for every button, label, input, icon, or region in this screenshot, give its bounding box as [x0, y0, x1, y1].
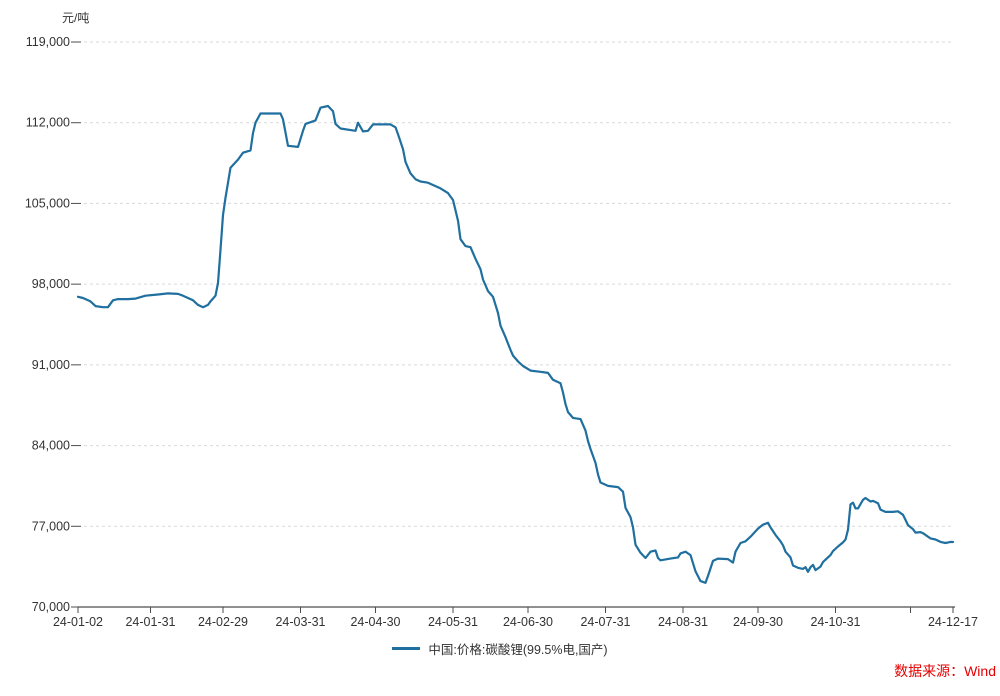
- x-axis-tick-label: 24-05-31: [428, 615, 478, 629]
- x-axis-tick-label: 24-02-29: [198, 615, 248, 629]
- y-axis-tick-label: 112,000: [26, 116, 70, 130]
- x-axis-tick-label: 24-07-31: [580, 615, 630, 629]
- x-axis-tick-label: 24-04-30: [350, 615, 400, 629]
- y-axis-tick-label: 77,000: [32, 519, 70, 533]
- y-axis-tick-label: 84,000: [32, 439, 70, 453]
- legend-line-swatch: [392, 647, 421, 650]
- x-axis-tick-label: 24-12-17: [928, 615, 978, 629]
- y-axis-tick-label: 98,000: [32, 277, 70, 291]
- x-axis-tick-label: 24-08-31: [658, 615, 708, 629]
- x-axis-tick-label: 24-03-31: [275, 615, 325, 629]
- x-axis-tick-label: 24-06-30: [503, 615, 553, 629]
- y-axis-unit-label: 元/吨: [62, 11, 90, 25]
- price-line-chart: 70,000 77,000 84,000 91,000 98,000 105,000 112…: [25, 35, 978, 629]
- data-source-label: 数据来源：Wind: [894, 663, 996, 679]
- y-axis-tick-label: 91,000: [32, 358, 70, 372]
- y-axis-tick-label: 70,000: [32, 600, 70, 614]
- y-axis-tick-label: 119,000: [26, 35, 70, 49]
- price-series-line: [76, 104, 955, 584]
- y-axis-tick-label: 105,000: [25, 196, 70, 210]
- legend-series-label: 中国:价格:碳酸锂(99.5%电,国产): [428, 643, 608, 657]
- x-axis-tick-label: 24-01-31: [125, 615, 175, 629]
- x-axis-tick-label: 24-09-30: [733, 615, 783, 629]
- x-axis-tick-label: 24-10-31: [810, 615, 860, 629]
- x-axis-tick-label: 24-01-02: [53, 615, 103, 629]
- legend: 中国:价格:碳酸锂(99.5%电,国产): [0, 639, 1000, 658]
